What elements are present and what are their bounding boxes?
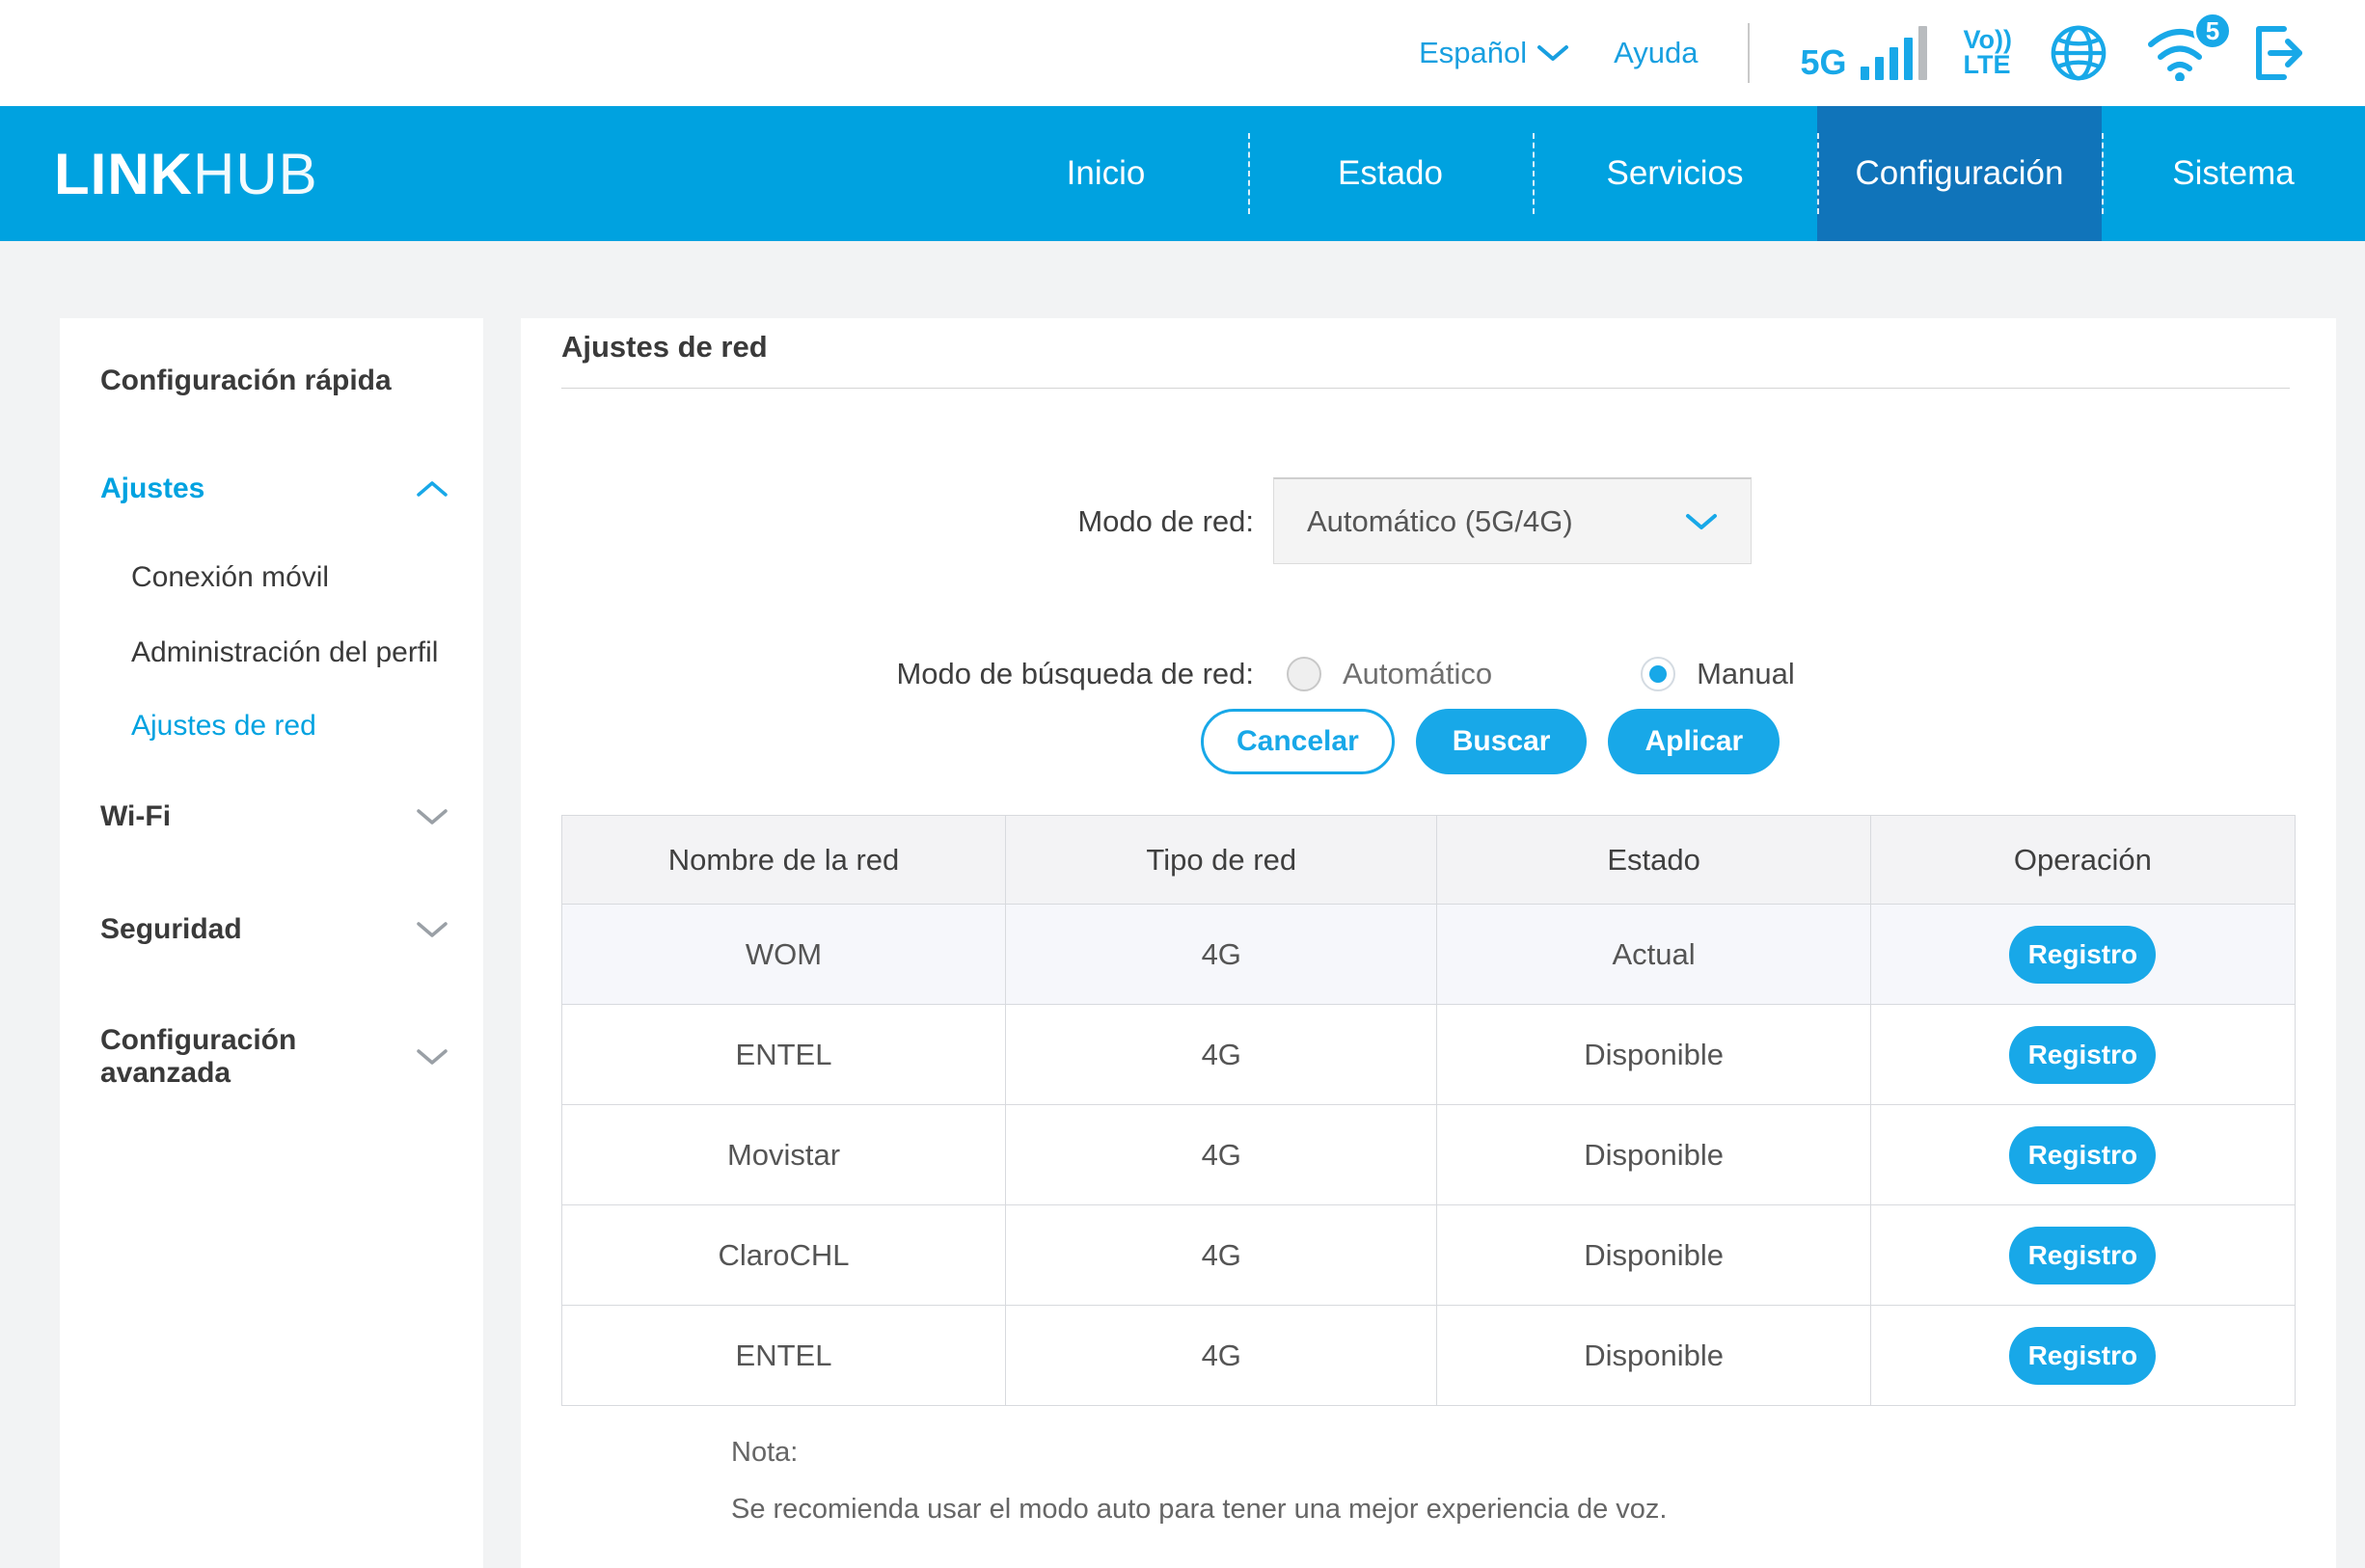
linkhub-logo: LINK HUB: [54, 106, 318, 241]
table-row: ENTEL 4G Disponible Registro: [560, 1305, 2297, 1406]
table-header-row: Nombre de la red Tipo de red Estado Oper…: [560, 815, 2297, 905]
networks-table: Nombre de la red Tipo de red Estado Oper…: [560, 815, 2297, 1406]
settings-sidebar: Configuración rápida Ajustes Conexión mó…: [60, 318, 483, 1568]
network-type-label: 5G: [1800, 42, 1847, 82]
top-utility-bar: Español Ayuda 5G Vo)) LTE: [0, 0, 2365, 106]
header-network-type: Tipo de red: [1005, 815, 1438, 905]
nav-items: Inicio Estado Servicios Configuración Si…: [964, 106, 2365, 241]
register-button[interactable]: Registro: [2009, 925, 2157, 984]
status-cell: Actual: [1436, 904, 1871, 1005]
network-type-cell: 4G: [1005, 1104, 1438, 1205]
network-name-cell: Movistar: [560, 1104, 1007, 1205]
sidebar-item-wifi[interactable]: Wi-Fi: [100, 800, 449, 833]
header-network-name: Nombre de la red: [560, 815, 1007, 905]
network-name-cell: ClaroCHL: [560, 1204, 1007, 1306]
table-row: Movistar 4G Disponible Registro: [560, 1104, 2297, 1205]
nav-tab-estado[interactable]: Estado: [1248, 106, 1533, 241]
sidebar-item-ajustes[interactable]: Ajustes: [100, 473, 449, 505]
radio-automatico-label[interactable]: Automático: [1343, 657, 1493, 690]
chevron-down-icon: [417, 809, 448, 825]
network-mode-value: Automático (5G/4G): [1307, 503, 1573, 538]
search-mode-label: Modo de búsqueda de red:: [896, 657, 1254, 690]
network-mode-label: Modo de red:: [1077, 504, 1254, 538]
language-selector[interactable]: Español: [1419, 36, 1569, 70]
logo-light-part: HUB: [192, 141, 318, 206]
apply-button[interactable]: Aplicar: [1608, 709, 1781, 774]
nav-tab-inicio[interactable]: Inicio: [1066, 154, 1146, 192]
search-mode-row: Modo de búsqueda de red: Automático Manu…: [521, 650, 1795, 698]
table-row: ClaroCHL 4G Disponible Registro: [560, 1204, 2297, 1306]
main-navigation-bar: LINK HUB Inicio Estado Servicios Configur…: [0, 106, 2365, 241]
status-icons: 5G Vo)) LTE: [1800, 12, 2307, 83]
title-divider: [561, 388, 2290, 389]
form-buttons: Cancelar Buscar Aplicar: [1201, 709, 1781, 774]
status-cell: Disponible: [1436, 1004, 1871, 1105]
network-type-cell: 4G: [1005, 904, 1438, 1005]
logo-bold-part: LINK: [54, 141, 193, 206]
sidebar-item-administracion-del-perfil[interactable]: Administración del perfil: [131, 636, 439, 668]
register-button[interactable]: Registro: [2009, 1025, 2157, 1084]
sidebar-item-conexion-movil[interactable]: Conexión móvil: [131, 561, 330, 593]
network-type-cell: 4G: [1005, 1004, 1438, 1105]
table-row: ENTEL 4G Disponible Registro: [560, 1004, 2297, 1105]
status-cell: Disponible: [1436, 1104, 1871, 1205]
register-button[interactable]: Registro: [2009, 1326, 2157, 1385]
radio-manual[interactable]: [1641, 657, 1676, 691]
help-label: Ayuda: [1614, 36, 1699, 69]
network-name-cell: ENTEL: [560, 1305, 1007, 1406]
network-type-cell: 4G: [1005, 1305, 1438, 1406]
table-row: WOM 4G Actual Registro: [560, 904, 2297, 1005]
wifi-client-count-badge: 5: [2193, 12, 2232, 50]
logout-icon[interactable]: [2251, 23, 2307, 83]
chevron-down-icon: [1686, 513, 1717, 529]
note-title: Nota:: [731, 1437, 799, 1468]
chevron-down-icon: [1537, 45, 1569, 61]
sidebar-item-seguridad[interactable]: Seguridad: [100, 913, 449, 946]
network-name-cell: WOM: [560, 904, 1007, 1005]
page-title: Ajustes de red: [561, 330, 768, 364]
status-cell: Disponible: [1436, 1204, 1871, 1306]
signal-bars-icon: [1860, 26, 1927, 80]
status-cell: Disponible: [1436, 1305, 1871, 1406]
radio-manual-label[interactable]: Manual: [1697, 657, 1795, 690]
network-settings-panel: Ajustes de red Modo de red: Automático (…: [521, 318, 2336, 1568]
search-button[interactable]: Buscar: [1415, 709, 1588, 774]
nav-tab-sistema[interactable]: Sistema: [2102, 106, 2365, 241]
language-label: Español: [1419, 36, 1528, 69]
note-text: Se recomienda usar el modo auto para ten…: [731, 1494, 1668, 1525]
radio-automatico[interactable]: [1287, 657, 1321, 691]
chevron-down-icon: [417, 1049, 448, 1065]
header-operation: Operación: [1869, 815, 2297, 905]
header-status: Estado: [1436, 815, 1871, 905]
nav-tab-servicios[interactable]: Servicios: [1533, 106, 1817, 241]
network-name-cell: ENTEL: [560, 1004, 1007, 1105]
sidebar-item-ajustes-de-red[interactable]: Ajustes de red: [131, 710, 316, 742]
register-button[interactable]: Registro: [2009, 1125, 2157, 1184]
chevron-up-icon: [417, 481, 448, 497]
wifi-status: 5: [2145, 12, 2232, 81]
sidebar-item-configuracion-avanzada[interactable]: Configuración avanzada: [100, 1024, 449, 1090]
register-button[interactable]: Registro: [2009, 1226, 2157, 1284]
sidebar-item-configuracion-rapida[interactable]: Configuración rápida: [100, 365, 392, 396]
note-block: Nota: Se recomienda usar el modo auto pa…: [731, 1437, 1667, 1526]
chevron-down-icon: [417, 922, 448, 937]
topbar-divider: [1748, 23, 1751, 83]
cancel-button[interactable]: Cancelar: [1201, 709, 1395, 774]
network-mode-select[interactable]: Automático (5G/4G): [1273, 477, 1752, 564]
network-type-cell: 4G: [1005, 1204, 1438, 1306]
help-link[interactable]: Ayuda: [1614, 36, 1698, 70]
signal-strength-indicator: 5G: [1800, 26, 1927, 82]
nav-tab-configuracion[interactable]: Configuración: [1817, 106, 2102, 241]
globe-icon: [2051, 25, 2107, 81]
volte-icon: Vo)) LTE: [1963, 25, 2012, 79]
